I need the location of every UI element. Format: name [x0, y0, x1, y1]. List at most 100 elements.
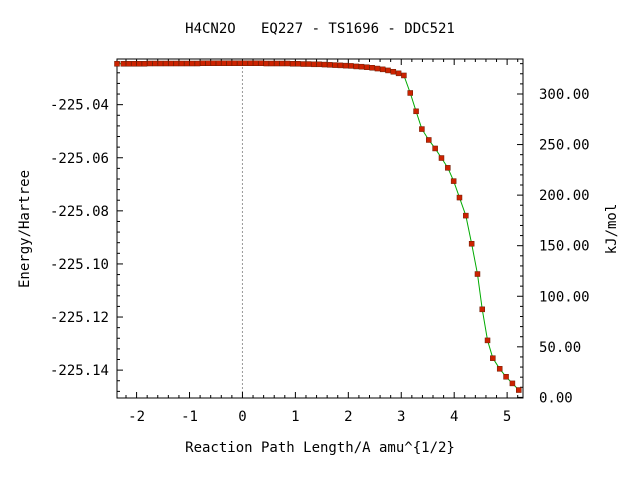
y2-axis-ticks: 0.00 50.00 100.00 150.00 200.00 250.00 300.00: [517, 63, 590, 406]
data-point: [407, 90, 413, 96]
y-tick-label: -225.08: [50, 204, 109, 220]
data-point: [395, 70, 402, 77]
data-point: [242, 60, 248, 66]
data-point: [468, 241, 475, 247]
data-point: [479, 306, 485, 313]
x-tick-label: 1: [291, 409, 299, 425]
data-point: [450, 178, 457, 184]
data-point: [516, 387, 522, 393]
y2-tick-label: 50.00: [539, 340, 581, 356]
data-point: [141, 61, 148, 67]
data-point: [258, 60, 264, 66]
data-point: [332, 62, 338, 68]
data-point: [279, 60, 285, 67]
data-point: [342, 62, 349, 69]
data-point: [385, 67, 391, 74]
data-point: [210, 60, 217, 66]
data-point: [268, 60, 275, 67]
data-point: [496, 366, 503, 372]
data-point: [178, 60, 185, 67]
y2-tick-label: 100.00: [539, 289, 590, 305]
data-point: [316, 61, 322, 68]
data-point: [274, 60, 280, 67]
data-point: [419, 126, 425, 132]
y2-tick-label: 150.00: [539, 239, 590, 255]
data-point: [300, 61, 307, 67]
data-point: [413, 108, 419, 115]
data-point: [205, 60, 211, 66]
plot-frame: [116, 58, 524, 399]
x-tick-label: 2: [344, 409, 352, 425]
data-point: [445, 165, 451, 171]
data-point: [438, 155, 445, 161]
data-point: [295, 61, 301, 67]
data-point: [173, 60, 180, 67]
data-point: [509, 380, 516, 387]
y-tick-label: -225.12: [50, 310, 109, 326]
data-point: [426, 137, 432, 143]
y2-tick-label: 300.00: [539, 87, 590, 103]
x-tick-label: 5: [503, 409, 511, 425]
y2-tick-label: 0.00: [539, 390, 573, 406]
data-point: [231, 60, 238, 66]
x-tick-label: -2: [128, 409, 145, 425]
y-axis-label: Energy/Hartree: [17, 170, 33, 288]
x-axis-label: Reaction Path Length/A amu^{1/2}: [185, 440, 455, 456]
data-point: [168, 60, 174, 67]
data-point: [364, 64, 370, 70]
data-point: [305, 61, 312, 67]
data-point: [136, 61, 142, 67]
data-point: [247, 60, 254, 66]
data-point: [353, 63, 360, 70]
x-tick-label: -1: [181, 409, 198, 425]
y-tick-label: -225.14: [50, 363, 109, 379]
data-point: [157, 60, 164, 67]
data-point: [284, 60, 291, 67]
data-point: [194, 60, 201, 67]
y2-tick-label: 200.00: [539, 188, 590, 204]
data-point: [456, 194, 463, 201]
data-point: [503, 374, 509, 380]
data-point: [152, 60, 158, 67]
data-point: [358, 63, 365, 70]
y-axis-ticks: -225.04 -225.06 -225.08 -225.10 -225.12 -225.…: [50, 61, 123, 392]
data-point: [348, 63, 354, 69]
data-point: [432, 145, 438, 152]
data-point: [125, 61, 132, 67]
data-point: [374, 65, 381, 72]
y2-axis-label: kJ/mol: [604, 204, 620, 255]
data-point: [131, 61, 137, 67]
data-markers: [114, 60, 522, 393]
data-point: [490, 355, 496, 361]
x-tick-label: 0: [238, 409, 246, 425]
y-tick-label: -225.04: [50, 98, 109, 114]
data-point: [474, 271, 481, 277]
data-point: [263, 60, 270, 67]
data-point: [215, 60, 222, 66]
data-point: [379, 66, 386, 73]
y-tick-label: -225.06: [50, 151, 109, 167]
data-point: [289, 61, 296, 67]
data-point: [162, 60, 169, 67]
x-axis-ticks: -2 -1 0 1 2 3 4 5: [125, 59, 519, 425]
data-point: [189, 60, 195, 67]
data-point: [221, 60, 227, 66]
energy-curve: [117, 62, 520, 391]
y2-tick-label: 250.00: [539, 138, 590, 154]
data-point: [327, 62, 333, 68]
data-point: [200, 60, 206, 66]
data-point: [120, 61, 127, 67]
x-tick-label: 4: [450, 409, 458, 425]
chart-title: H4CN2O EQ227 - TS1696 - DDC521: [185, 21, 455, 37]
data-point: [226, 60, 232, 66]
data-point: [484, 337, 491, 344]
data-point: [237, 60, 243, 66]
data-point: [463, 212, 469, 219]
data-point: [147, 60, 153, 67]
data-point: [184, 60, 190, 67]
data-point: [252, 60, 259, 66]
data-point: [337, 62, 344, 69]
data-point: [114, 61, 120, 67]
data-point: [321, 61, 328, 68]
